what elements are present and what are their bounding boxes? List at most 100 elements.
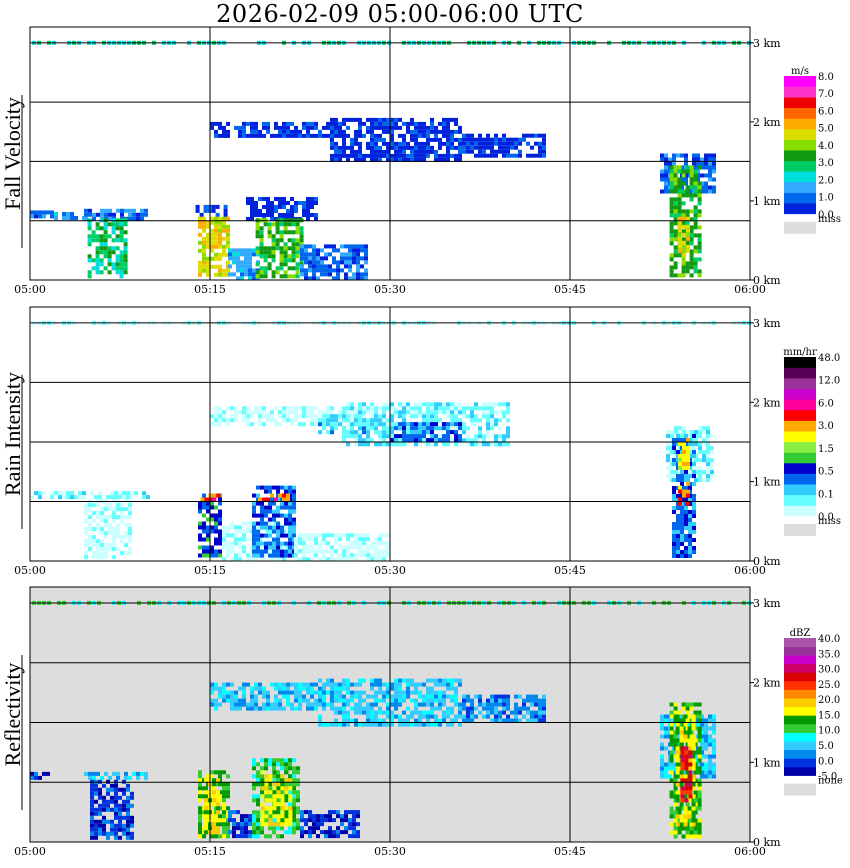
echo-cell: [414, 157, 418, 162]
echo-cell: [426, 710, 430, 715]
echo-cell: [382, 406, 386, 411]
echo-cell: [680, 786, 685, 791]
echo-cell: [692, 494, 696, 498]
echo-cell: [410, 682, 414, 687]
echo-cell: [252, 505, 256, 510]
echo-cell: [294, 690, 298, 695]
echo-cell: [306, 706, 310, 711]
echo-cell: [264, 758, 268, 763]
echo-cell: [430, 678, 434, 683]
echo-cell: [676, 478, 680, 482]
echo-cell: [352, 814, 356, 819]
echo-cell: [689, 225, 694, 230]
echo-cell: [336, 830, 340, 835]
echo-cell: [382, 149, 386, 154]
echo-cell: [210, 517, 214, 522]
echo-cell: [398, 438, 402, 443]
echo-cell: [276, 485, 280, 490]
echo-cell: [386, 545, 390, 550]
echo-cell: [450, 438, 454, 443]
echo-cell: [679, 818, 684, 823]
echo-cell: [332, 830, 336, 835]
echo-cell: [510, 141, 514, 146]
echo-cell: [242, 133, 246, 138]
echo-cell: [256, 501, 260, 506]
echo-cell: [266, 209, 270, 213]
echo-cell: [267, 222, 272, 227]
echo-cell: [299, 242, 304, 247]
echo-cell: [691, 778, 696, 783]
colorbar-swatch: [784, 505, 816, 517]
echo-cell: [330, 157, 334, 162]
echo-cell: [263, 258, 268, 263]
echo-cell: [354, 545, 358, 550]
echo-cell: [110, 799, 114, 804]
echo-cell: [284, 485, 288, 490]
echo-cell: [691, 738, 696, 743]
echo-cell: [242, 545, 246, 550]
echo-cell: [326, 541, 330, 546]
echo-cell: [704, 161, 708, 166]
echo-cell: [302, 133, 306, 138]
echo-cell: [660, 726, 664, 731]
echo-cell: [91, 230, 96, 235]
echo-cell: [122, 799, 126, 804]
echo-cell: [124, 775, 128, 780]
echo-cell: [686, 462, 690, 466]
echo-cell: [279, 250, 284, 255]
echo-cell: [438, 690, 442, 695]
echo-cell: [454, 698, 458, 703]
echo-cell: [382, 442, 386, 447]
echo-cell: [99, 258, 104, 263]
echo-cell: [366, 694, 370, 699]
echo-cell: [697, 233, 702, 238]
echo-cell: [324, 814, 328, 819]
echo-cell: [284, 782, 288, 787]
echo-cell: [352, 248, 356, 253]
echo-cell: [426, 714, 430, 719]
echo-cell: [406, 426, 410, 431]
echo-cell: [266, 121, 270, 126]
echo-cell: [95, 262, 100, 267]
echo-cell: [314, 201, 318, 205]
echo-cell: [354, 117, 358, 122]
echo-cell: [466, 442, 470, 447]
echo-cell: [685, 710, 690, 715]
echo-cell: [198, 264, 202, 269]
echo-cell: [382, 426, 386, 431]
echo-cell: [314, 213, 318, 217]
echo-cell: [98, 807, 102, 812]
echo-cell: [260, 525, 264, 530]
echo-cell: [284, 501, 288, 506]
echo-cell: [530, 153, 534, 158]
echo-cell: [684, 506, 688, 510]
echo-cell: [286, 129, 290, 134]
echo-cell: [294, 414, 298, 419]
echo-cell: [694, 442, 698, 447]
echo-cell: [250, 209, 254, 213]
echo-cell: [294, 537, 298, 542]
echo-cell: [486, 698, 490, 703]
echo-cell: [681, 257, 686, 262]
echo-cell: [704, 734, 708, 739]
echo-cell: [332, 834, 336, 839]
echo-cell: [669, 822, 674, 827]
echo-cell: [258, 497, 262, 502]
echo-cell: [316, 826, 320, 831]
echo-cell: [246, 201, 250, 205]
echo-cell: [454, 422, 458, 427]
echo-cell: [378, 438, 382, 443]
echo-cell: [340, 260, 344, 265]
echo-cell: [330, 129, 334, 134]
echo-cell: [406, 145, 410, 150]
echo-cell: [340, 252, 344, 257]
echo-cell: [669, 229, 674, 234]
echo-cell: [214, 537, 218, 542]
echo-cell: [259, 234, 264, 239]
echo-cell: [466, 710, 470, 715]
echo-cell: [338, 533, 342, 538]
echo-cell: [693, 185, 698, 190]
echo-cell: [252, 822, 256, 827]
echo-cell: [354, 434, 358, 439]
